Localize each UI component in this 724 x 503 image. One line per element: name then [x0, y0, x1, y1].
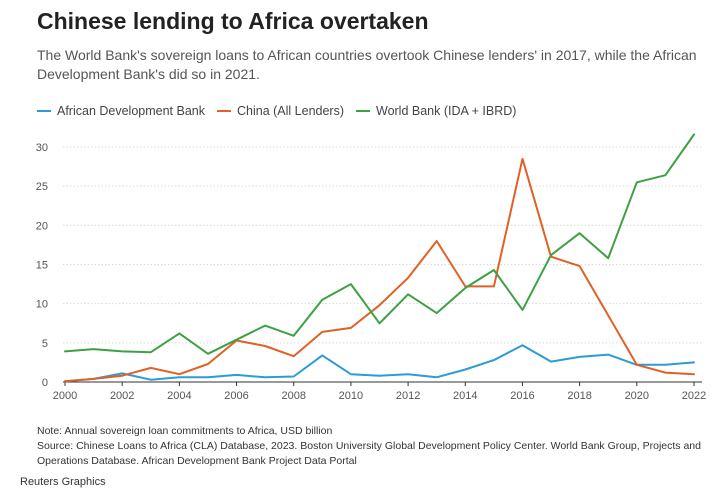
series-line-world-bank: [64, 133, 695, 355]
y-tick-label-20: 20: [36, 220, 48, 232]
x-tick-label-2000: 2000: [53, 390, 77, 402]
x-tick-label-2020: 2020: [625, 390, 649, 402]
legend-swatch-china: [217, 110, 231, 112]
y-tick-label-30: 30: [36, 142, 48, 154]
chart-title: Chinese lending to Africa overtaken: [37, 8, 429, 34]
legend-item-afdb: African Development Bank: [37, 104, 205, 118]
x-tick-label-2014: 2014: [453, 390, 477, 402]
series-line-afdb: [64, 344, 695, 383]
x-tick-label-2004: 2004: [167, 390, 191, 402]
chart-notes: Note: Annual sovereign loan commitments …: [37, 424, 707, 469]
chart-credit: Reuters Graphics: [20, 476, 106, 488]
chart-legend: African Development Bank China (All Lend…: [37, 104, 516, 118]
y-tick-label-10: 10: [36, 299, 48, 311]
x-tick-label-2018: 2018: [567, 390, 591, 402]
legend-label-china: China (All Lenders): [237, 104, 344, 118]
x-tick-label-2016: 2016: [510, 390, 534, 402]
x-tick-label-2006: 2006: [224, 390, 248, 402]
x-tick-label-2008: 2008: [281, 390, 305, 402]
legend-swatch-afdb: [37, 110, 51, 112]
x-tick-label-2002: 2002: [110, 390, 134, 402]
y-tick-label-5: 5: [42, 338, 48, 350]
legend-swatch-world-bank: [356, 110, 370, 112]
y-tick-label-25: 25: [36, 181, 48, 193]
series-line-china: [64, 157, 695, 383]
legend-label-world-bank: World Bank (IDA + IBRD): [376, 104, 517, 118]
x-tick-label-2010: 2010: [339, 390, 363, 402]
chart-subtitle: The World Bank's sovereign loans to Afri…: [37, 47, 697, 82]
line-chart: 0 5 10 15 20 25 30 2000 2002 2004 2006 2008 2010 2012…: [36, 133, 706, 402]
x-tick-label-2022: 2022: [682, 390, 706, 402]
legend-item-china: China (All Lenders): [217, 104, 344, 118]
legend-label-afdb: African Development Bank: [57, 104, 205, 118]
y-tick-label-15: 15: [36, 260, 48, 272]
chart-source: Source: Chinese Loans to Africa (CLA) Da…: [37, 440, 701, 467]
y-tick-label-0: 0: [42, 377, 48, 389]
chart-note: Note: Annual sovereign loan commitments …: [37, 425, 333, 437]
x-tick-label-2012: 2012: [396, 390, 420, 402]
legend-item-world-bank: World Bank (IDA + IBRD): [356, 104, 516, 118]
